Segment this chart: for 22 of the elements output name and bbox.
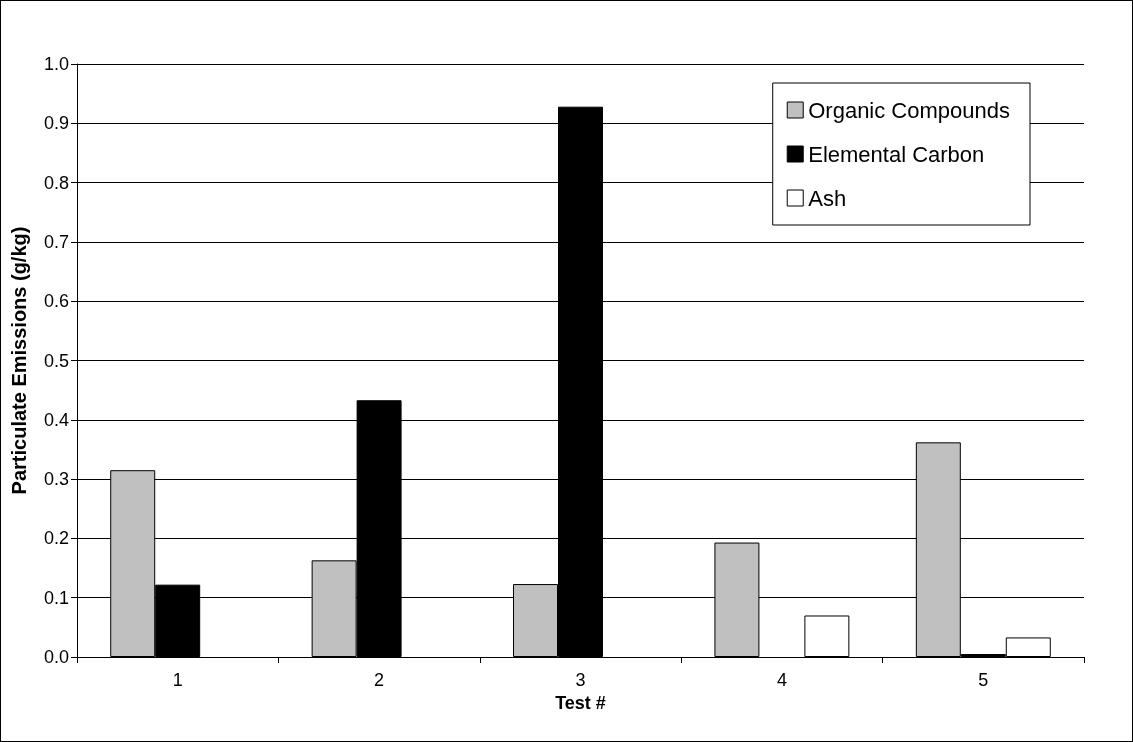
legend-label: Organic Compounds xyxy=(808,97,1011,123)
y-tick-label: 0.3 xyxy=(43,469,69,490)
y-tick-label: 0.4 xyxy=(43,409,69,430)
y-tick-label: 0.0 xyxy=(43,647,69,667)
y-tick-label: 0.2 xyxy=(43,528,69,549)
y-tick-label: 0.9 xyxy=(43,113,69,134)
x-tick-label: 5 xyxy=(978,670,989,690)
x-axis-title: Test # xyxy=(555,692,606,713)
legend-label: Elemental Carbon xyxy=(808,141,985,167)
bar xyxy=(804,615,850,657)
y-tick-label: 1.0 xyxy=(43,54,69,74)
y-tick-label: 0.7 xyxy=(43,231,69,252)
legend-label: Ash xyxy=(808,185,847,211)
y-tick-label: 0.6 xyxy=(43,291,69,312)
y-tick-label: 0.5 xyxy=(43,350,69,371)
x-tick-label: 1 xyxy=(172,670,183,690)
y-tick-label: 0.1 xyxy=(43,587,69,608)
x-tick-label: 3 xyxy=(575,670,586,690)
y-tick-label: 0.8 xyxy=(43,172,69,193)
y-axis-title: Particulate Emissions (g/kg) xyxy=(8,226,30,495)
x-tick-label: 2 xyxy=(374,670,385,690)
x-tick-label: 4 xyxy=(776,670,787,690)
